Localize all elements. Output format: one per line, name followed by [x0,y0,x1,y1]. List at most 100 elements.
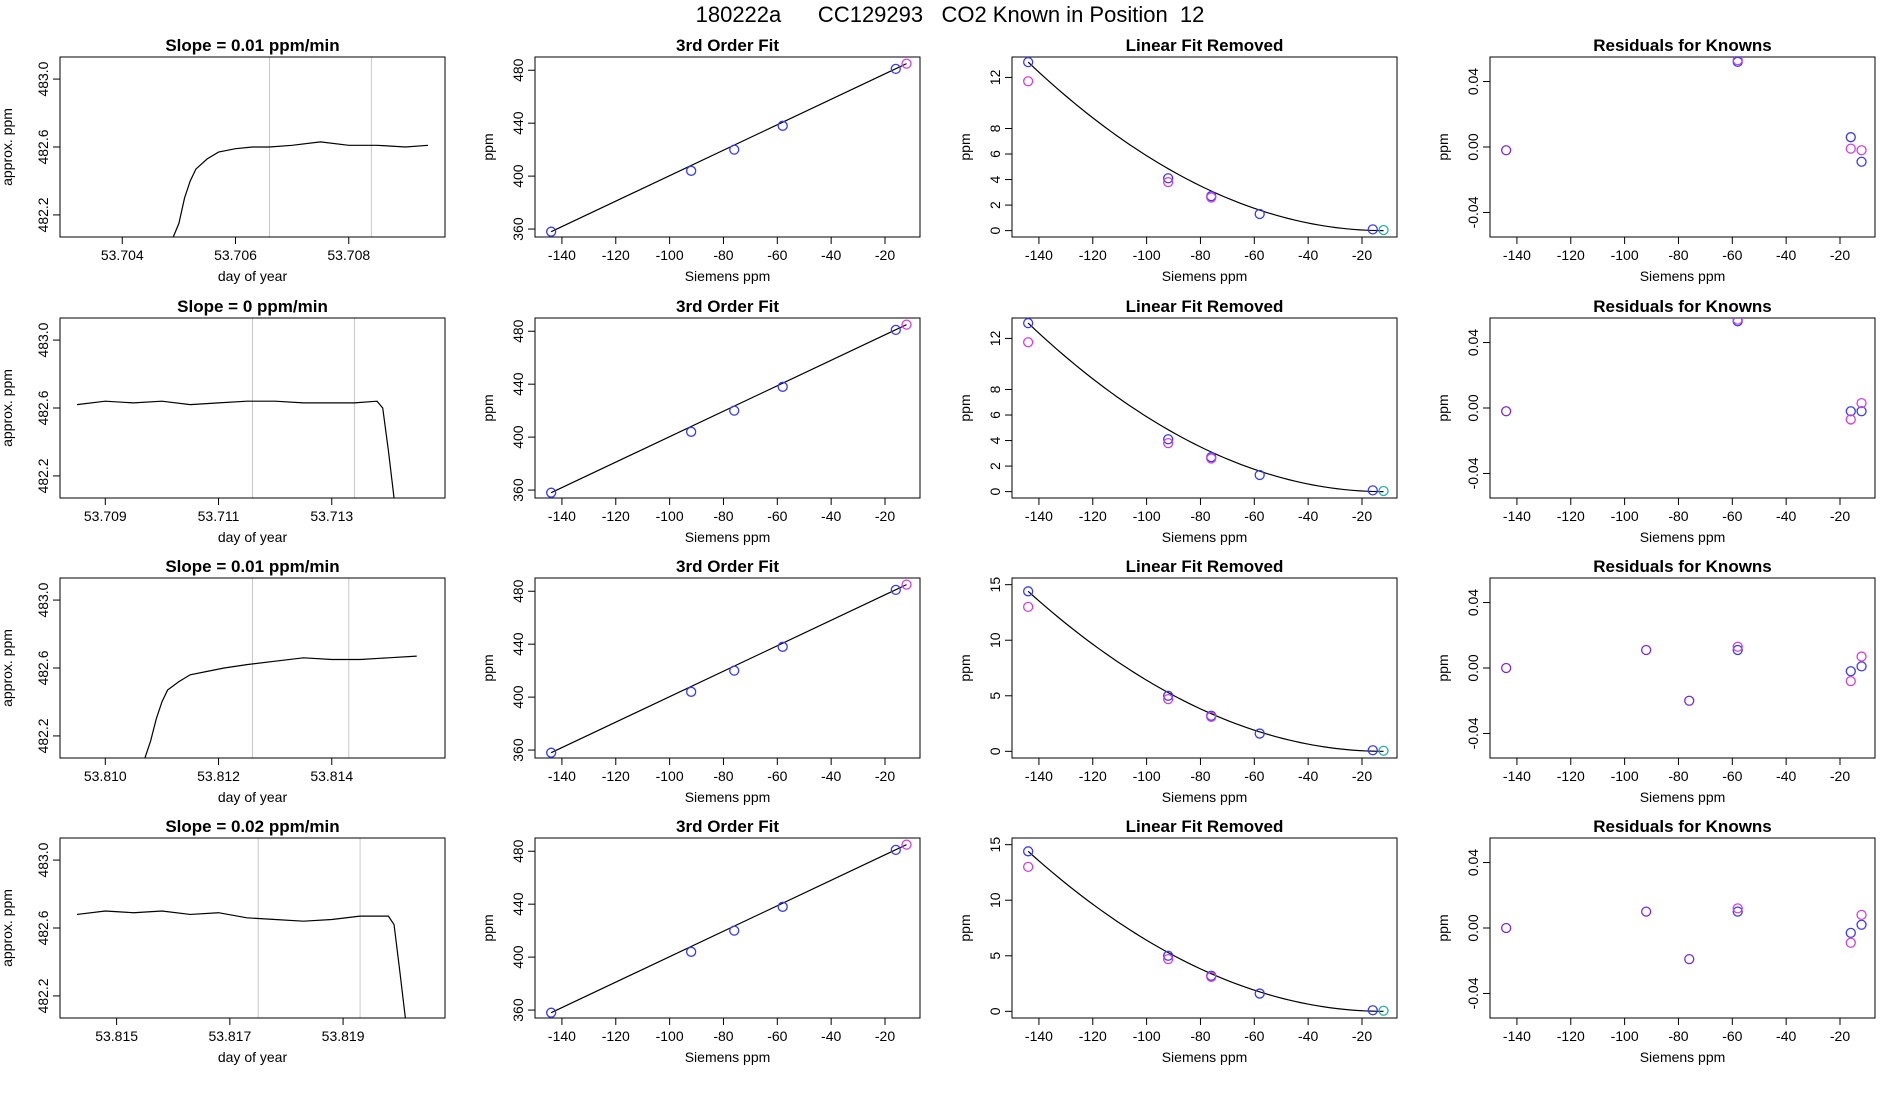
x-tick-label: -40 [1298,247,1318,263]
data-point [1163,437,1174,449]
chart-panel-3: Linear Fit Removed Siemens ppm ppm -140 -120… [957,36,1398,284]
data-point [1378,224,1389,236]
x-tick-label: -120 [1557,247,1585,263]
chart-panel-12: Residuals for Knowns Siemens ppm ppm -140 -1… [1435,557,1876,805]
data-point [890,584,901,596]
chart-panel-10: 3rd Order Fit Siemens ppm ppm -140 -120 -100 -… [480,557,921,805]
data-point [901,839,912,850]
x-tick-label: 53.713 [310,508,353,524]
page-title: 180222a CC129293 CO2 Known in Position 1… [695,2,1205,27]
y-tick-label: -0.04 [1465,457,1481,489]
chart-title: Residuals for Knowns [1593,297,1772,316]
x-tick-label: -20 [1830,1028,1850,1044]
plot-frame [1489,317,1876,499]
x-tick-label: -120 [1079,508,1107,524]
x-tick-label: -120 [602,768,630,784]
chart-title: Residuals for Knowns [1593,36,1772,55]
x-tick-label: -80 [1668,247,1688,263]
x-axis-label: Siemens ppm [685,1049,771,1065]
data-point [1732,57,1743,66]
y-tick-label: 482.6 [35,390,51,425]
data-point [1732,906,1743,917]
y-axis-label: ppm [480,914,496,941]
data-point [1684,695,1695,706]
data-layer [546,839,912,1018]
x-axis-label: Siemens ppm [1162,789,1248,805]
data-point [1378,745,1389,756]
chart-title: Slope = 0.01 ppm/min [165,36,339,55]
data-point [1367,224,1378,235]
x-tick-label: 53.711 [198,508,240,524]
y-tick-label: 482.6 [35,910,51,945]
y-tick-label: 0.04 [1465,68,1481,95]
data-point [546,1007,557,1018]
y-tick-label: 480 [510,319,526,343]
chart-panel-11: Linear Fit Removed Siemens ppm ppm -140 -120… [957,557,1398,805]
data-point [1163,950,1174,961]
x-tick-label: 53.819 [322,1028,365,1044]
chart-title: 3rd Order Fit [676,297,779,316]
y-tick-label: 400 [510,685,526,709]
x-tick-label: -120 [602,508,630,524]
plot-frame [1489,577,1876,759]
x-tick-label: 53.810 [84,768,127,784]
data-point [729,925,740,936]
data-point [1023,337,1034,348]
y-tick-label: 2 [987,462,1003,470]
x-axis-label: Siemens ppm [1162,529,1248,545]
data-point [1163,434,1174,445]
data-point [1501,922,1512,934]
y-axis-label: ppm [480,133,496,160]
x-tick-label: -60 [767,508,787,524]
y-axis-label: ppm [480,654,496,681]
data-point [1845,406,1856,417]
x-tick-label: -120 [1557,768,1585,784]
x-tick-label: -20 [1352,508,1372,524]
y-tick-label: 483.0 [35,322,51,357]
y-tick-label: 360 [510,738,526,762]
x-tick-label: -80 [1190,247,1210,263]
y-tick-label: 440 [510,892,526,916]
data-point [1856,145,1867,156]
x-tick-label: -20 [1352,768,1372,784]
data-point [1254,988,1265,999]
x-tick-label: -60 [1722,508,1742,524]
y-tick-label: 0.04 [1465,589,1481,616]
data-layer [1023,318,1389,497]
x-tick-label: -100 [656,1028,684,1044]
chart-panel-15: Linear Fit Removed Siemens ppm ppm -140 -120… [957,817,1398,1065]
x-tick-label: 53.812 [197,768,240,784]
x-tick-label: -120 [602,1028,630,1044]
y-axis-label: ppm [480,394,496,421]
y-tick-label: 10 [987,632,1003,648]
chart-title: Linear Fit Removed [1126,297,1284,316]
y-tick-label: 480 [510,58,526,82]
data-point [1206,971,1217,983]
y-tick-label: 483.0 [35,582,51,617]
chart-panel-14: 3rd Order Fit Siemens ppm ppm -140 -120 -100 -… [480,817,921,1065]
x-tick-label: -80 [713,768,733,784]
chart-panel-13: Slope = 0.02 ppm/min day of year approx. p… [0,817,446,1065]
y-tick-label: 15 [987,577,1003,593]
y-tick-label: -0.04 [1465,717,1481,749]
chart-title: Slope = 0.01 ppm/min [165,557,339,576]
data-point [1378,485,1389,497]
chart-title: 3rd Order Fit [676,817,779,836]
x-tick-label: -80 [1668,768,1688,784]
data-layer [172,141,429,237]
y-tick-label: 440 [510,632,526,656]
data-point [1206,453,1217,464]
x-tick-label: -140 [1025,247,1053,263]
x-tick-label: -80 [1190,1028,1210,1044]
data-point [1254,728,1265,739]
x-tick-label: -40 [821,1028,841,1044]
data-point [1732,318,1743,325]
plot-frame [1011,56,1398,238]
data-point [546,747,557,758]
chart-panel-5: Slope = 0 ppm/min day of year approx. ppm 5… [0,297,446,545]
data-point [890,844,901,856]
x-axis-label: day of year [218,1049,288,1065]
x-tick-label: -120 [1557,508,1585,524]
x-tick-label: -60 [767,768,787,784]
chart-panel-8: Residuals for Knowns Siemens ppm ppm -140 -1… [1435,297,1876,545]
